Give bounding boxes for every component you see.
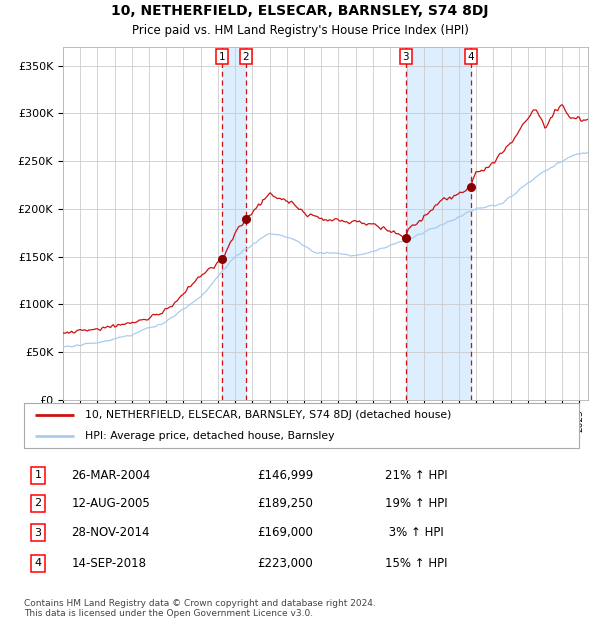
Text: 12-AUG-2005: 12-AUG-2005 <box>71 497 150 510</box>
Text: 4: 4 <box>468 52 475 62</box>
Text: 3% ↑ HPI: 3% ↑ HPI <box>385 526 443 539</box>
Text: £146,999: £146,999 <box>257 469 313 482</box>
Text: 2: 2 <box>34 498 41 508</box>
Text: 3: 3 <box>403 52 409 62</box>
Text: Contains HM Land Registry data © Crown copyright and database right 2024.
This d: Contains HM Land Registry data © Crown c… <box>24 599 376 618</box>
Text: £223,000: £223,000 <box>257 557 313 570</box>
Text: 19% ↑ HPI: 19% ↑ HPI <box>385 497 448 510</box>
Text: £169,000: £169,000 <box>257 526 313 539</box>
Bar <box>222 46 246 400</box>
Text: 28-NOV-2014: 28-NOV-2014 <box>71 526 149 539</box>
Text: Price paid vs. HM Land Registry's House Price Index (HPI): Price paid vs. HM Land Registry's House … <box>131 24 469 37</box>
Text: 21% ↑ HPI: 21% ↑ HPI <box>385 469 448 482</box>
Text: 14-SEP-2018: 14-SEP-2018 <box>71 557 146 570</box>
Text: 10, NETHERFIELD, ELSECAR, BARNSLEY, S74 8DJ: 10, NETHERFIELD, ELSECAR, BARNSLEY, S74 … <box>111 4 489 19</box>
Bar <box>406 46 471 400</box>
Text: £189,250: £189,250 <box>257 497 313 510</box>
Text: 26-MAR-2004: 26-MAR-2004 <box>71 469 151 482</box>
Text: 4: 4 <box>34 558 41 568</box>
Text: 10, NETHERFIELD, ELSECAR, BARNSLEY, S74 8DJ (detached house): 10, NETHERFIELD, ELSECAR, BARNSLEY, S74 … <box>85 410 451 420</box>
Text: HPI: Average price, detached house, Barnsley: HPI: Average price, detached house, Barn… <box>85 432 335 441</box>
Text: 15% ↑ HPI: 15% ↑ HPI <box>385 557 447 570</box>
Text: 1: 1 <box>218 52 225 62</box>
Text: 1: 1 <box>34 471 41 480</box>
Text: 3: 3 <box>34 528 41 538</box>
Text: 2: 2 <box>242 52 249 62</box>
